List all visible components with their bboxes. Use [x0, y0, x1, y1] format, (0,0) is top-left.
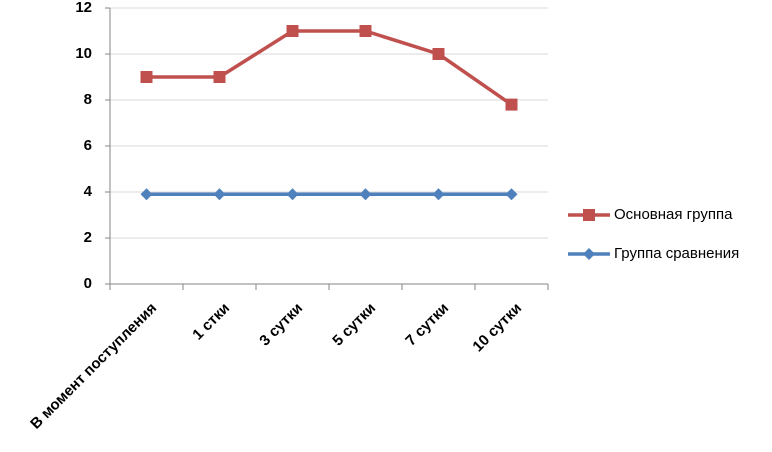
data-point: [505, 98, 518, 111]
legend-label: Группа сравнения: [614, 245, 739, 262]
y-tick-label: 6: [84, 137, 92, 154]
y-tick-label: 0: [84, 275, 92, 292]
data-point: [286, 188, 299, 201]
series-line: [146, 29, 513, 107]
x-tick-label: 5 сутки: [329, 300, 379, 350]
data-point: [213, 188, 226, 201]
data-point: [359, 25, 372, 37]
y-tick-label: 8: [84, 91, 92, 108]
data-point: [432, 188, 445, 201]
data-point: [140, 71, 153, 83]
x-tick-label: 1 стки: [189, 300, 233, 344]
legend-label: Основная группа: [614, 206, 733, 223]
data-point: [213, 71, 226, 83]
x-tick-label: 10 сутки: [469, 300, 525, 356]
y-tick-label: 10: [75, 45, 92, 62]
x-tick-label: В момент поступления: [27, 300, 160, 433]
y-tick-label: 2: [84, 229, 92, 246]
legend-marker: [583, 209, 595, 221]
data-point: [505, 188, 518, 201]
data-point: [432, 48, 445, 60]
data-point: [359, 188, 372, 201]
legend-marker: [583, 248, 595, 260]
y-tick-label: 4: [84, 183, 93, 200]
y-tick-label: 12: [75, 0, 92, 16]
x-tick-label: 7 сутки: [402, 300, 452, 350]
data-point: [286, 25, 299, 37]
x-tick-label: 3 сутки: [256, 300, 306, 350]
data-point: [140, 188, 153, 201]
